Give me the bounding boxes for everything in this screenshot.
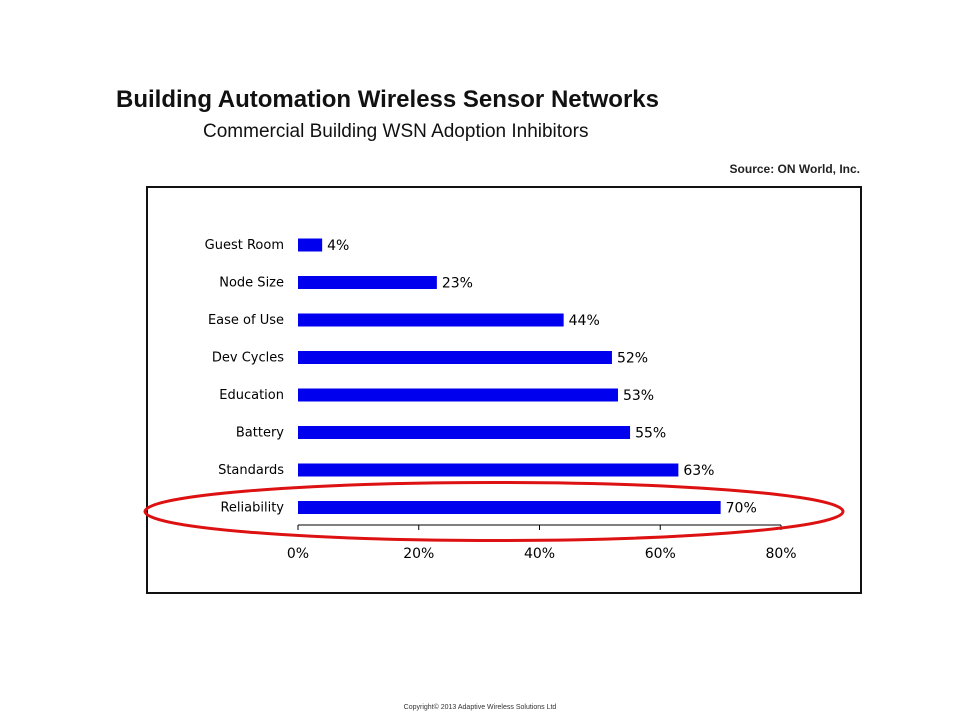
chart-title: Building Automation Wireless Sensor Netw… <box>116 86 659 113</box>
value-label-node-size: 23% <box>442 276 473 292</box>
bar-standards <box>298 463 679 477</box>
bar-guest-room <box>298 238 323 252</box>
bar-node-size <box>298 276 437 289</box>
category-label-standards: Standards <box>218 463 284 478</box>
chart-subtitle: Commercial Building WSN Adoption Inhibit… <box>203 121 589 142</box>
value-label-battery: 55% <box>635 426 666 442</box>
x-tick-label-4: 80% <box>765 546 796 562</box>
value-label-guest-room: 4% <box>327 238 349 254</box>
category-label-node-size: Node Size <box>219 276 284 291</box>
x-tick-label-1: 20% <box>403 546 434 562</box>
bar-education <box>298 388 618 402</box>
value-label-ease-of-use: 44% <box>569 313 600 329</box>
x-tick-label-0: 0% <box>287 546 309 562</box>
highlight-ellipse <box>143 481 845 542</box>
value-label-standards: 63% <box>683 463 714 479</box>
bar-ease-of-use <box>298 313 564 327</box>
category-label-dev-cycles: Dev Cycles <box>212 351 284 366</box>
bar-battery <box>298 426 631 439</box>
value-label-education: 53% <box>623 388 654 404</box>
category-label-reliability: Reliability <box>220 501 284 516</box>
x-tick-label-2: 40% <box>524 546 555 562</box>
bar-dev-cycles <box>298 351 612 364</box>
x-tick-label-3: 60% <box>645 546 676 562</box>
category-label-guest-room: Guest Room <box>205 238 284 253</box>
bar-reliability <box>298 501 721 514</box>
category-label-education: Education <box>219 388 284 403</box>
value-label-reliability: 70% <box>726 501 757 517</box>
source-note: Source: ON World, Inc. <box>729 162 860 176</box>
category-label-ease-of-use: Ease of Use <box>208 313 284 328</box>
copyright-note: Copyright© 2013 Adaptive Wireless Soluti… <box>403 704 557 711</box>
value-label-dev-cycles: 52% <box>617 351 648 367</box>
category-label-battery: Battery <box>236 426 284 441</box>
chart-frame <box>146 186 862 594</box>
